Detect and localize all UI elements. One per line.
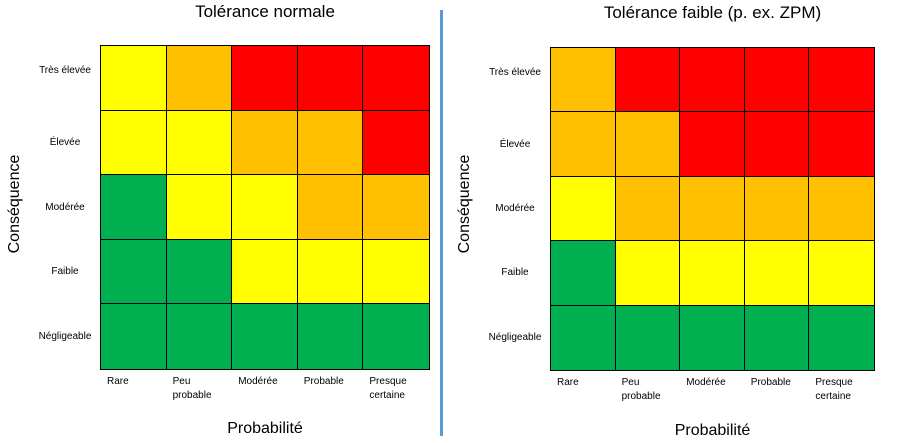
matrix-cell: [744, 112, 810, 177]
column-label: Probable: [303, 376, 344, 387]
matrix-cell: [551, 241, 616, 306]
matrix-cell: [615, 176, 681, 242]
matrix-cell: [809, 112, 874, 177]
matrix-cell: [101, 175, 167, 240]
matrix-cell: [744, 305, 810, 370]
row-label: Très élevée: [489, 67, 541, 79]
column-label: Rare: [107, 376, 129, 387]
row-label: Modérée: [495, 203, 535, 214]
matrix-cell: [166, 239, 233, 305]
matrix-cell: [680, 305, 745, 370]
matrix-cell: [101, 110, 167, 176]
matrix-cell: [166, 175, 233, 240]
column-label: Presque certaine: [369, 376, 407, 401]
column-label: Modérée: [686, 377, 726, 388]
matrix-cell: [615, 48, 681, 113]
matrix-cell: [232, 46, 298, 111]
matrix-cell: [363, 304, 429, 369]
matrix-cell: [232, 239, 298, 305]
matrix-cell: [232, 304, 298, 369]
matrix-cell: [744, 176, 810, 242]
row-label: Très élevée: [39, 65, 91, 77]
matrix-cell: [551, 112, 616, 177]
right-risk-matrix: [550, 47, 875, 371]
row-label: Faible: [51, 266, 79, 278]
left-y-axis-label: Conséquence: [6, 154, 23, 254]
row-label: Élevée: [499, 138, 531, 150]
left-risk-matrix: [100, 45, 430, 370]
matrix-cell: [166, 304, 233, 369]
matrix-cell: [166, 46, 233, 111]
row-label: Faible: [501, 267, 529, 279]
right-y-axis-label: Conséquence: [456, 154, 473, 254]
row-label: Élevée: [49, 136, 81, 148]
matrix-cell: [297, 175, 364, 240]
matrix-cell: [680, 176, 745, 242]
matrix-cell: [363, 46, 429, 111]
matrix-cell: [363, 110, 429, 176]
matrix-cell: [615, 241, 681, 306]
matrix-cell: [809, 241, 874, 306]
matrix-cell: [297, 304, 364, 369]
matrix-cell: [615, 305, 681, 370]
column-label: Modérée: [238, 376, 278, 387]
matrix-cell: [680, 241, 745, 306]
column-label: Peu probable: [172, 376, 212, 401]
column-label: Probable: [750, 377, 791, 388]
matrix-cell: [809, 305, 874, 370]
column-label: Presque certaine: [815, 377, 853, 402]
matrix-cell: [166, 110, 233, 176]
left-chart-title: Tolérance normale: [195, 2, 335, 21]
matrix-cell: [744, 241, 810, 306]
matrix-cell: [615, 112, 681, 177]
matrix-cell: [680, 48, 745, 113]
matrix-cell: [232, 175, 298, 240]
matrix-cell: [363, 175, 429, 240]
matrix-cell: [297, 46, 364, 111]
matrix-cell: [551, 176, 616, 242]
row-label: Modérée: [45, 201, 85, 213]
matrix-cell: [680, 112, 745, 177]
matrix-cell: [101, 239, 167, 305]
matrix-cell: [297, 239, 364, 305]
matrix-cell: [297, 110, 364, 176]
matrix-cell: [744, 48, 810, 113]
row-label: Négligeable: [488, 331, 542, 343]
matrix-cell: [809, 48, 874, 113]
matrix-cell: [551, 305, 616, 370]
matrix-cell: [809, 176, 874, 242]
column-label: Peu probable: [621, 377, 661, 402]
matrix-cell: [101, 304, 167, 369]
right-x-axis-label: Probabilité: [674, 422, 751, 439]
matrix-cell: [551, 48, 616, 113]
matrix-cell: [101, 46, 167, 111]
right-chart-title: Tolérance faible (p. ex. ZPM): [603, 3, 822, 22]
matrix-cell: [363, 239, 429, 305]
row-label: Négligeable: [38, 330, 92, 342]
vertical-divider: [440, 10, 443, 436]
column-label: Rare: [557, 377, 579, 388]
left-x-axis-label: Probabilité: [227, 420, 303, 437]
matrix-cell: [232, 110, 298, 176]
